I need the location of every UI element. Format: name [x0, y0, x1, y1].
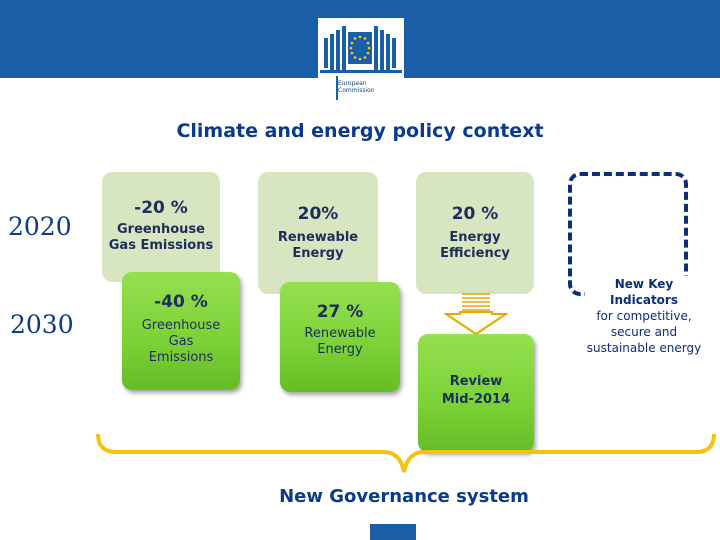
- new-key-text: for competitive, secure and sustainable …: [586, 309, 702, 355]
- target-value: -40 %: [154, 292, 208, 312]
- new-key-indicators: New Key Indicators for competitive, secu…: [585, 276, 703, 356]
- target-2030-renewable: 27 % Renewable Energy: [280, 282, 400, 392]
- down-arrow-icon: [444, 293, 508, 336]
- target-2030-ghg: -40 % Greenhouse Gas Emissions: [122, 272, 240, 390]
- year-2030: 2030: [10, 310, 74, 339]
- new-key-title: New Key Indicators: [610, 277, 678, 307]
- review-line1: Review: [449, 374, 503, 389]
- target-label: Greenhouse Gas Emissions: [141, 318, 221, 365]
- target-2020-renewable: 20% Renewable Energy: [258, 172, 378, 294]
- review-line2: Mid-2014: [441, 392, 511, 407]
- target-label: Renewable Energy: [304, 326, 376, 357]
- governance-label: New Governance system: [279, 486, 529, 507]
- target-label: Renewable Energy: [277, 230, 359, 261]
- footer-bar: [370, 524, 416, 540]
- target-value: 27 %: [316, 302, 364, 322]
- european-commission-logo: [318, 18, 404, 102]
- target-value: 20%: [297, 204, 339, 224]
- year-2020: 2020: [8, 212, 72, 241]
- review-box: Review Mid-2014: [418, 334, 534, 452]
- page-title: Climate and energy policy context: [176, 120, 544, 142]
- target-2020-ghg: -20 % Greenhouse Gas Emissions: [102, 172, 220, 282]
- target-label: Greenhouse Gas Emissions: [108, 222, 214, 253]
- target-value: -20 %: [134, 198, 188, 218]
- target-label: Energy Efficiency: [440, 230, 510, 261]
- logo-text: European Commission: [338, 80, 375, 94]
- governance-bracket: [96, 433, 716, 473]
- target-2020-efficiency: 20 % Energy Efficiency: [416, 172, 534, 294]
- target-value: 20 %: [451, 204, 499, 224]
